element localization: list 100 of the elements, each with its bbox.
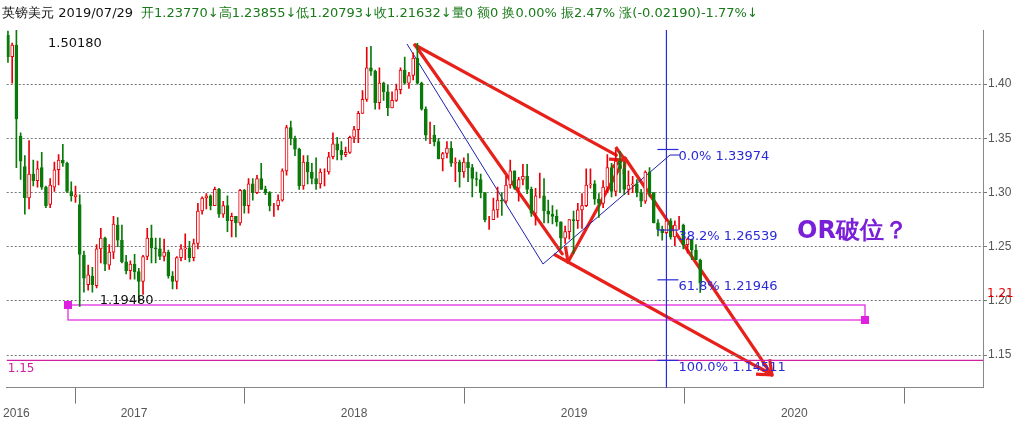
candlestick [694, 244, 698, 261]
candlestick [622, 161, 627, 196]
candlestick [580, 193, 584, 229]
candlestick [643, 170, 648, 204]
candlestick [310, 162, 314, 185]
ref-line-label: 1.15 [7, 360, 35, 375]
candlestick [466, 153, 470, 183]
candlestick [656, 219, 660, 237]
candlestick [550, 205, 555, 225]
candlestick [542, 178, 546, 224]
candlestick [689, 238, 694, 261]
candlestick [293, 135, 297, 157]
candlestick [212, 186, 217, 206]
candlestick [331, 132, 335, 160]
candlestick [554, 209, 559, 227]
candlestick [120, 224, 124, 264]
candlestick [107, 244, 112, 270]
candlestick [563, 225, 567, 244]
candlestick [411, 52, 415, 81]
candlestick [508, 159, 513, 189]
candlestick [221, 200, 226, 218]
candlestick [115, 217, 120, 248]
candlestick [592, 180, 597, 205]
candlestick [6, 30, 10, 63]
candlestick [141, 255, 145, 295]
candlestick [259, 162, 264, 190]
candlestick [200, 196, 204, 215]
candlestick [238, 188, 242, 226]
candlestick [179, 244, 183, 262]
candlestick [394, 83, 399, 102]
candlestick [588, 168, 593, 189]
candlestick [356, 110, 361, 144]
candlestick [601, 180, 605, 209]
annotation: 1.50180 [48, 35, 102, 51]
candlestick [478, 173, 483, 199]
candlestick [453, 157, 458, 183]
candlestick [538, 172, 541, 199]
candlestick [326, 152, 331, 175]
candlestick [204, 193, 209, 210]
candlestick [314, 157, 318, 190]
candlestick [10, 42, 15, 84]
candlestick [575, 203, 580, 229]
candlestick [31, 159, 36, 187]
candlestick [390, 91, 394, 109]
candlestick [386, 84, 390, 116]
candlestick [174, 256, 179, 290]
candlestick [584, 168, 589, 207]
candlestick [234, 216, 238, 238]
candlestick [461, 157, 466, 178]
candlestick [525, 164, 529, 194]
candlestick [191, 238, 196, 262]
candlestick [470, 164, 475, 198]
candlestick [217, 187, 221, 218]
candlestick [440, 152, 445, 172]
candlestick [613, 149, 618, 197]
candlestick [61, 143, 65, 167]
candlestick [499, 192, 504, 216]
candlestick [335, 136, 340, 161]
candlestick [183, 233, 188, 261]
candlestick [449, 141, 453, 167]
candlestick [65, 161, 69, 193]
candlestick [73, 185, 78, 203]
candlestick [352, 126, 356, 144]
candlestick [630, 175, 635, 193]
candlestick [521, 164, 525, 186]
candlestick [124, 255, 128, 275]
candlestick [23, 155, 27, 215]
candlestick [369, 45, 373, 76]
candlestick [44, 185, 48, 209]
candlestick [635, 179, 639, 198]
candlestick [571, 210, 576, 254]
candlestick [162, 238, 166, 262]
candlestick [153, 237, 158, 264]
candlestick [364, 47, 369, 102]
annotation: 0.0% 1.33974 [678, 147, 770, 163]
candlestick [77, 194, 82, 307]
x-tick-label: 2017 [120, 406, 148, 421]
candlestick [255, 174, 259, 194]
candlestick [39, 152, 44, 190]
y-tick-label: 1.35 [988, 130, 1012, 145]
candlestick [98, 227, 103, 264]
chart-subtitle: 开1.23770↓高1.23855↓低1.20793↓收1.21632↓量0 额0 换0.00% 振2.47% 涨(-0.02190)-1.77%↓ [141, 5, 758, 20]
candlestick [348, 135, 352, 154]
y-tick-label: 1.25 [988, 239, 1012, 254]
candlestick [86, 264, 90, 291]
candlestick [432, 125, 437, 147]
x-tick-label: 2020 [780, 406, 808, 421]
x-tick-label: 2019 [560, 406, 588, 421]
candlestick [196, 203, 200, 250]
candlestick [297, 147, 302, 190]
candlestick [250, 178, 255, 201]
candlestick [402, 56, 407, 85]
x-tick-label: 2016 [3, 406, 31, 421]
candlestick [424, 106, 428, 141]
x-tick-label: 2018 [340, 406, 368, 421]
candlestick [48, 178, 52, 209]
candlestick [651, 192, 656, 224]
candlestick [373, 69, 378, 110]
y-tick-label: 1.15 [988, 347, 1012, 362]
candlestick [145, 227, 150, 261]
